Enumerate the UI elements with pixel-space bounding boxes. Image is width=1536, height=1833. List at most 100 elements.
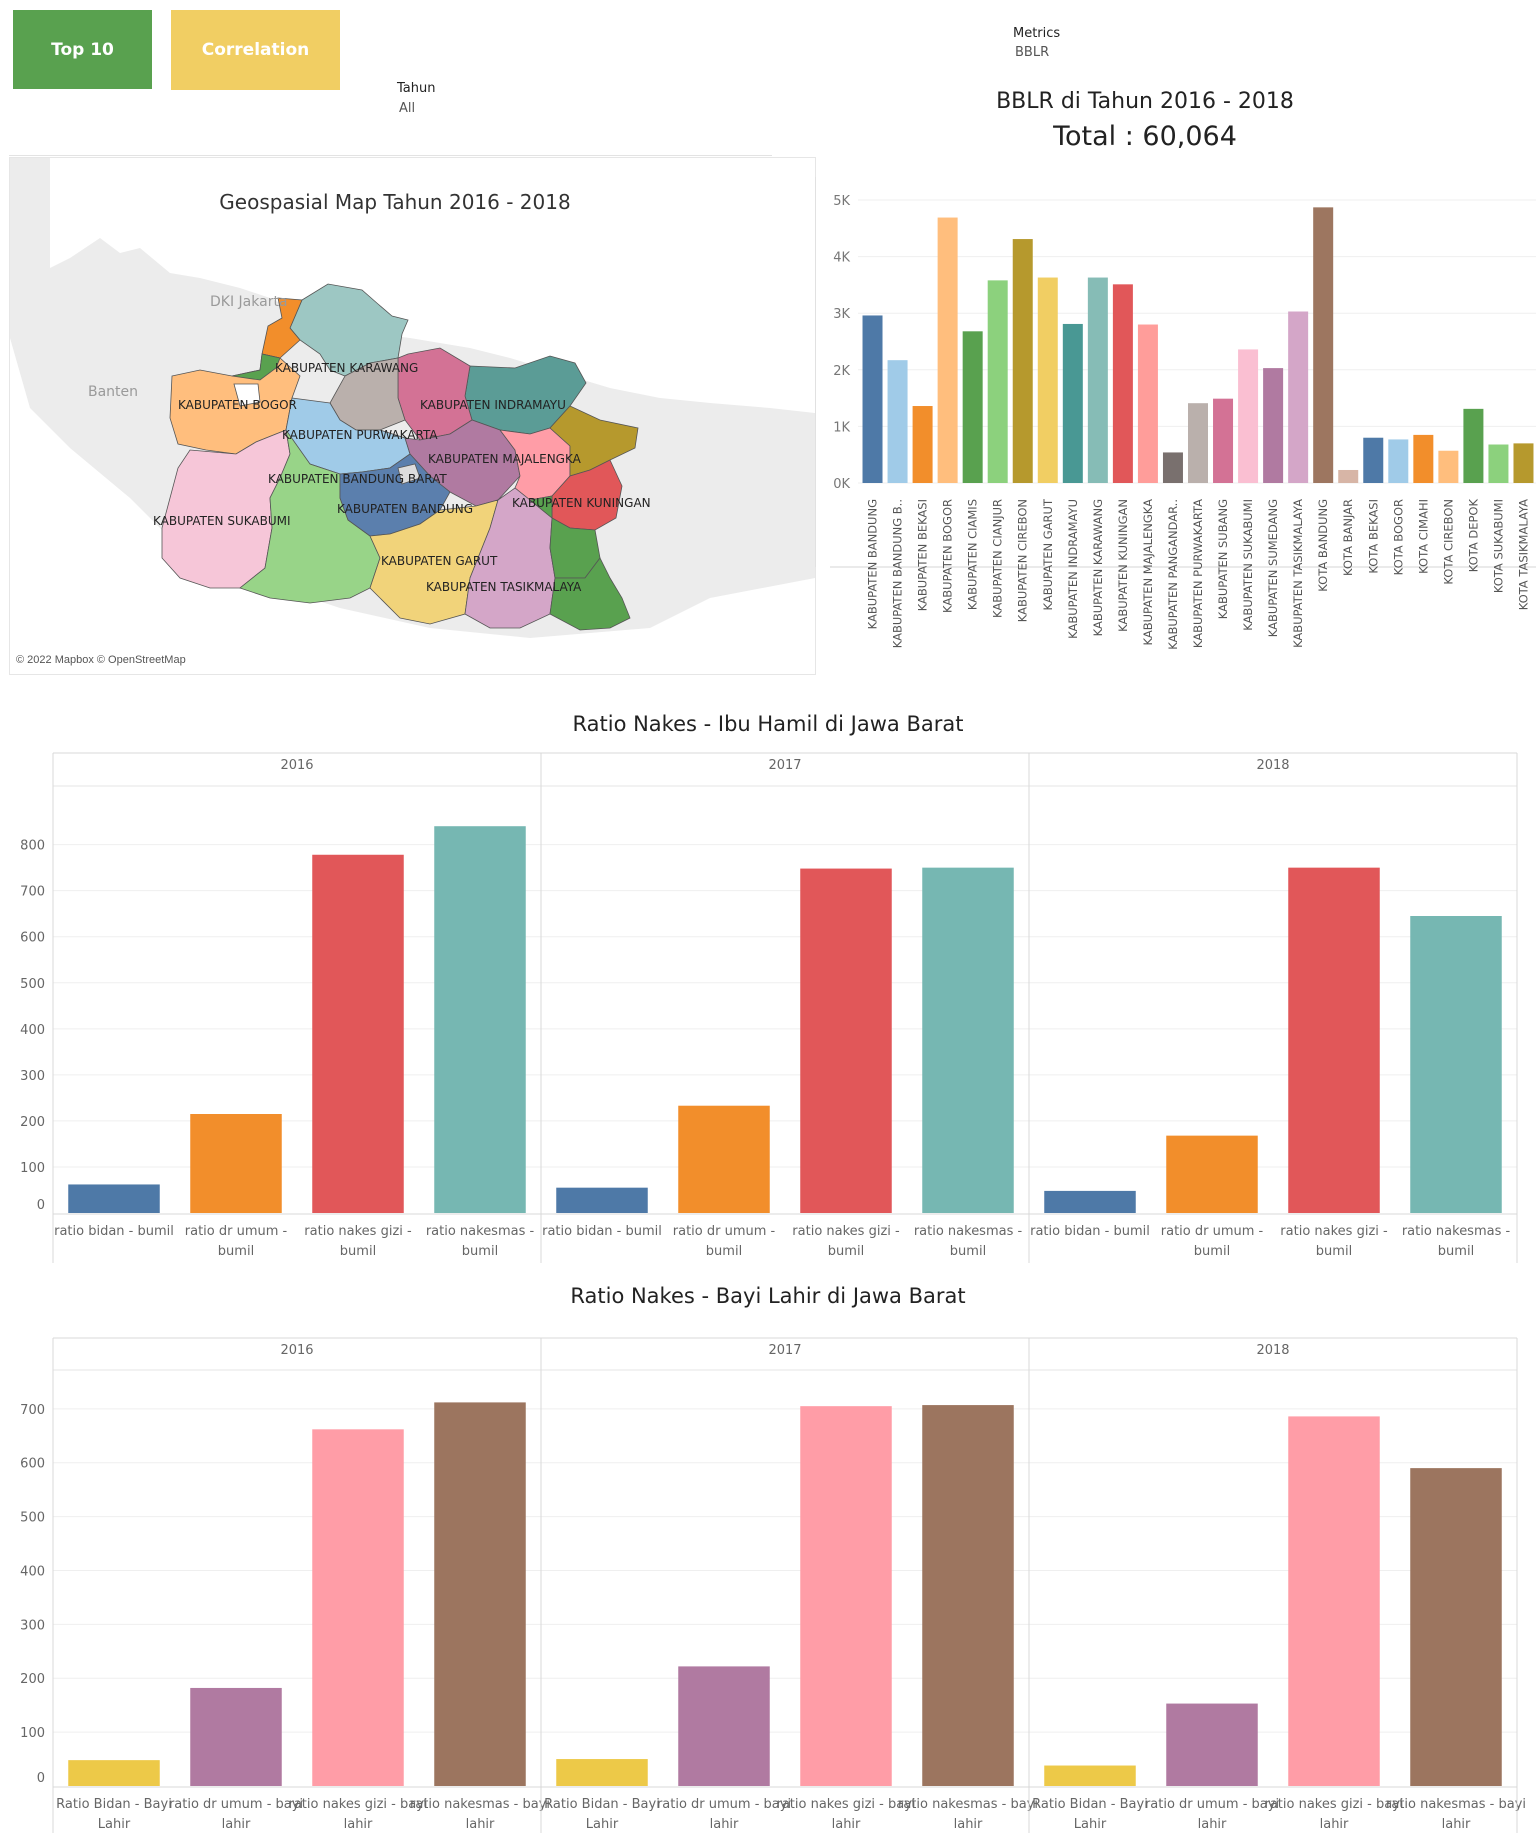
ibu-xtick: ratio nakes gizi -	[304, 1224, 412, 1239]
bblr-bar	[1513, 443, 1534, 483]
tahun-filter-value[interactable]: All	[399, 101, 416, 116]
bayi-xtick: Lahir	[98, 1817, 131, 1832]
bblr-bar	[1037, 277, 1058, 483]
bblr-ytick: 5K	[833, 194, 850, 209]
region-kota-depok[interactable]	[231, 353, 281, 381]
ibu-hamil-chart-title: Ratio Nakes - Ibu Hamil di Jawa Barat	[572, 712, 964, 736]
bayi-xtick: ratio nakesmas - bayi	[898, 1797, 1038, 1812]
ibu-bar	[922, 867, 1014, 1213]
map-label-purwakarta: KABUPATEN PURWAKARTA	[282, 428, 438, 442]
bayi-panel-header: 2018	[1256, 1343, 1289, 1358]
ibu-ytick: 200	[20, 1115, 45, 1130]
bayi-xtick: lahir	[832, 1817, 861, 1832]
bayi-panel-header: 2017	[768, 1343, 801, 1358]
region-pangandaran[interactable]	[549, 557, 631, 631]
map-label-majalengka: KABUPATEN MAJALENGKA	[428, 452, 581, 466]
bblr-xtick: KOTA TASIKMALAYA	[1516, 499, 1530, 610]
bayi-xtick: ratio nakesmas - bayi	[1386, 1797, 1526, 1812]
bblr-ytick: 0K	[833, 477, 850, 492]
map-label-karawang: KABUPATEN KARAWANG	[275, 361, 419, 375]
bblr-bar	[1313, 207, 1334, 483]
ibu-panel-header: 2016	[280, 758, 313, 773]
bblr-ytick: 4K	[833, 251, 850, 266]
correlation-button[interactable]: Correlation	[171, 10, 340, 90]
metrics-filter-value[interactable]: BBLR	[1015, 45, 1050, 60]
bayi-bar	[556, 1759, 648, 1786]
bayi-lahir-bar-chart: 0 100 200 300 400 500 600 700 2016 Ratio Bidan - …	[20, 1337, 1526, 1833]
geospatial-map[interactable]: DKI Jakarta Banten Geospasial Map Tahun …	[9, 157, 816, 675]
bayi-bar	[678, 1666, 770, 1786]
bayi-xtick: lahir	[1320, 1817, 1349, 1832]
bayi-bar	[68, 1760, 160, 1786]
ibu-bar	[312, 854, 404, 1213]
map-label-sukabumi: KABUPATEN SUKABUMI	[153, 514, 291, 528]
ibu-panel-header: 2017	[768, 758, 801, 773]
ibu-xtick: ratio bidan - bumil	[54, 1224, 174, 1239]
bblr-bar	[1213, 398, 1234, 483]
metrics-filter-label: Metrics	[1013, 26, 1061, 41]
bayi-xtick: Ratio Bidan - Bayi	[544, 1797, 660, 1812]
bayi-ytick: 700	[20, 1403, 45, 1418]
bblr-xtick: KABUPATEN SUKABUMI	[1241, 499, 1255, 631]
bayi-bar	[922, 1405, 1014, 1786]
bblr-title: BBLR di Tahun 2016 - 2018	[996, 89, 1294, 114]
map-copyright: © 2022 Mapbox © OpenStreetMap	[16, 654, 186, 666]
bblr-bar	[937, 217, 958, 483]
bblr-bar	[1012, 239, 1033, 483]
bblr-xtick: KABUPATEN GARUT	[1041, 498, 1055, 610]
bayi-bar	[1166, 1703, 1258, 1786]
divider	[9, 155, 772, 156]
bblr-xtick: KABUPATEN PURWAKARTA	[1191, 499, 1205, 648]
bayi-xtick: Lahir	[1074, 1817, 1107, 1832]
bayi-xtick: ratio dr umum - bayi	[169, 1797, 303, 1812]
bblr-ytick: 1K	[833, 420, 850, 435]
ibu-panel-header: 2018	[1256, 758, 1289, 773]
ibu-xtick: bumil	[1194, 1244, 1230, 1259]
bayi-xtick: ratio nakesmas - bayi	[410, 1797, 550, 1812]
top10-button-label: Top 10	[51, 39, 114, 60]
ibu-bar	[68, 1184, 160, 1213]
bayi-xtick: ratio nakes gizi - bayi	[1264, 1797, 1403, 1812]
ibu-xtick: ratio nakesmas -	[914, 1224, 1023, 1239]
bayi-xtick: lahir	[222, 1817, 251, 1832]
bayi-ytick: 100	[20, 1726, 45, 1741]
ibu-xtick: bumil	[1438, 1244, 1474, 1259]
bblr-xtick: KABUPATEN SUBANG	[1216, 499, 1230, 619]
bblr-bar	[1112, 284, 1133, 483]
map-label-jakarta: DKI Jakarta	[210, 294, 288, 310]
bayi-xtick: Ratio Bidan - Bayi	[56, 1797, 172, 1812]
ibu-xtick: ratio dr umum -	[185, 1224, 288, 1239]
ibu-ytick: 500	[20, 977, 45, 992]
bblr-xtick: KOTA BANDUNG	[1316, 499, 1330, 592]
bblr-bar	[962, 331, 983, 483]
bayi-ytick: 200	[20, 1672, 45, 1687]
ibu-ytick: 400	[20, 1023, 45, 1038]
bblr-xtick: KABUPATEN CIAMIS	[966, 499, 980, 610]
bayi-xtick: ratio dr umum - bayi	[1145, 1797, 1279, 1812]
bblr-xtick: KABUPATEN BANDUNG	[866, 499, 880, 629]
bblr-xtick: KABUPATEN SUMEDANG	[1266, 499, 1280, 637]
bayi-xtick: lahir	[1442, 1817, 1471, 1832]
ibu-xtick: bumil	[462, 1244, 498, 1259]
top10-button[interactable]: Top 10	[13, 10, 152, 89]
ibu-bar	[190, 1114, 282, 1213]
bblr-bar	[987, 280, 1008, 483]
region-kota-bandung[interactable]	[397, 463, 421, 485]
map-label-banten: Banten	[88, 384, 139, 400]
bayi-bar	[1044, 1765, 1136, 1786]
bblr-ytick: 2K	[833, 364, 850, 379]
bblr-xtick: KABUPATEN TASIKMALAYA	[1291, 499, 1305, 648]
bblr-bar	[1363, 437, 1384, 483]
bblr-xtick: KOTA CIREBON	[1441, 499, 1455, 585]
ibu-xtick: ratio dr umum -	[673, 1224, 776, 1239]
map-label-tasikmalaya: KABUPATEN TASIKMALAYA	[426, 580, 582, 594]
region-kota-bogor[interactable]	[233, 383, 261, 407]
bayi-ytick: 0	[37, 1771, 45, 1786]
bayi-lahir-chart-title: Ratio Nakes - Bayi Lahir di Jawa Barat	[570, 1284, 966, 1308]
base-sea-north	[10, 158, 815, 413]
bblr-bar	[1137, 324, 1158, 483]
bblr-bar	[1062, 323, 1083, 483]
ibu-ytick: 100	[20, 1161, 45, 1176]
ibu-ytick: 800	[20, 839, 45, 854]
map-label-bogor: KABUPATEN BOGOR	[178, 398, 297, 412]
